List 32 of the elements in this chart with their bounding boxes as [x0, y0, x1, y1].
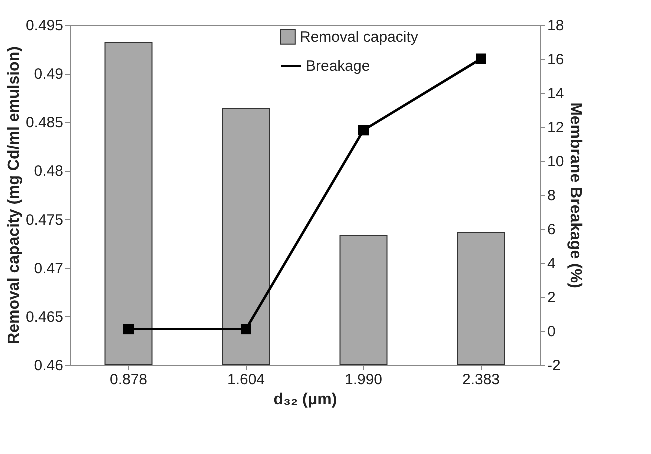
x-tick-label: 1.604: [227, 372, 266, 388]
y-tick-label: 0.475: [26, 212, 64, 229]
legend-label: Breakage: [306, 58, 370, 75]
y2-tick-label: 2: [548, 290, 556, 306]
point: [476, 54, 486, 64]
y2-tick-label: 14: [548, 86, 564, 102]
x-tick-label: 1.990: [344, 372, 383, 388]
y2-tick-label: 18: [548, 18, 564, 34]
x-tick-label: 2.383: [462, 372, 500, 388]
legend-label: Removal capacity: [300, 29, 419, 46]
y2-tick-label: 10: [548, 154, 564, 170]
y2-tick-label: 12: [548, 120, 564, 136]
y-tick-label: 0.46: [34, 358, 64, 374]
point: [358, 125, 369, 136]
y2-tick-label: 8: [548, 188, 556, 204]
x-tick-label: 0.878: [110, 372, 148, 388]
point: [241, 324, 252, 335]
point: [124, 324, 134, 335]
y2-tick-label: 16: [548, 52, 564, 68]
y-tick-label: 0.465: [26, 308, 64, 326]
y-tick-label: 0.495: [26, 18, 64, 34]
y2-tick-label: 0: [548, 324, 556, 340]
y-axis-title: Removal capacity (mg Cd/ml emulsion): [6, 46, 23, 344]
y-tick-label: 0.48: [34, 163, 64, 180]
y2-axis-title: Membrane Breakage (%): [567, 102, 584, 288]
x-axis-title: d₃₂ (μm): [274, 392, 338, 408]
y2-tick-label: 4: [548, 256, 556, 272]
y-tick-label: 0.49: [34, 66, 64, 84]
y-tick-label: 0.47: [34, 260, 64, 278]
y2-tick-label: -2: [548, 358, 561, 374]
y2-tick-label: 6: [548, 222, 556, 238]
y-tick-label: 0.485: [26, 114, 64, 132]
